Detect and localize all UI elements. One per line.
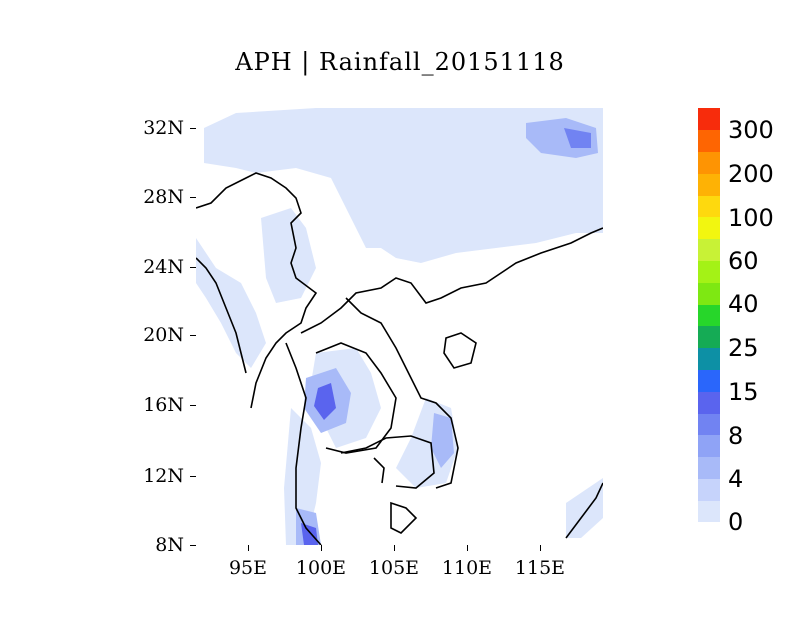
x-tick-label: 115E [514, 557, 566, 579]
colorbar-label: 100 [728, 204, 774, 232]
colorbar-swatch [698, 456, 720, 479]
colorbar-label: 200 [728, 160, 774, 188]
colorbar-swatch [698, 238, 720, 262]
map-plot-area [196, 108, 603, 545]
y-tick-label: 16N [143, 394, 184, 416]
x-tick-label: 110E [441, 557, 493, 579]
y-tick-28n [190, 197, 196, 198]
x-tick-label: 95E [228, 557, 268, 579]
colorbar-swatch [698, 413, 720, 436]
colorbar-label: 15 [728, 378, 759, 406]
y-tick-32n [190, 128, 196, 129]
rainfall-map [196, 108, 603, 545]
x-tick-95e [248, 545, 249, 551]
rain-region-myanmar-inland [261, 208, 316, 303]
rain-region-south-channel [284, 408, 321, 545]
colorbar-label: 25 [728, 334, 759, 362]
rain-region-vietnam-moderate [431, 413, 454, 468]
colorbar-swatch [698, 391, 720, 414]
coastline-lines [196, 172, 603, 545]
x-tick-105e [394, 545, 395, 551]
rain-region-se-corner [566, 478, 603, 538]
y-tick-label: 20N [143, 324, 184, 346]
rain-region-north [204, 108, 603, 263]
colorbar-swatch [698, 347, 720, 370]
y-tick-label: 12N [143, 465, 184, 487]
colorbar-swatch [698, 282, 720, 305]
y-tick-label: 24N [143, 256, 184, 278]
colorbar-label: 8 [728, 422, 744, 450]
x-tick-label: 105E [368, 557, 420, 579]
rain-region-south-heavy [301, 523, 318, 545]
colorbar-swatch [698, 260, 720, 283]
colorbar-swatch [698, 173, 720, 196]
colorbar-swatch [698, 500, 720, 523]
map-title: APH | Rainfall_20151118 [235, 48, 565, 76]
colorbar-swatch [698, 195, 720, 218]
y-tick-8n [190, 545, 196, 546]
x-tick-115e [540, 545, 541, 551]
y-tick-20n [190, 335, 196, 336]
colorbar-swatch [698, 478, 720, 501]
y-tick-24n [190, 267, 196, 268]
rain-region-ne-heavy [564, 128, 591, 148]
x-tick-100e [321, 545, 322, 551]
colorbar-swatch [698, 369, 720, 392]
y-tick-12n [190, 476, 196, 477]
colorbar-swatch [698, 216, 720, 240]
y-tick-label: 8N [155, 534, 184, 556]
colorbar-label: 60 [728, 247, 759, 275]
colorbar-swatch [698, 434, 720, 458]
colorbar-label: 40 [728, 290, 759, 318]
colorbar-label: 300 [728, 116, 774, 144]
y-tick-label: 28N [143, 186, 184, 208]
x-tick-110e [467, 545, 468, 551]
y-tick-label: 32N [143, 117, 184, 139]
colorbar-swatch [698, 129, 720, 153]
colorbar-label: 4 [728, 465, 744, 493]
colorbar-swatch [698, 108, 720, 131]
x-tick-label: 100E [295, 557, 347, 579]
colorbar-swatch [698, 151, 720, 174]
y-tick-16n [190, 405, 196, 406]
colorbar-label: 0 [728, 508, 744, 536]
colorbar-swatch [698, 304, 720, 327]
colorbar-swatch [698, 325, 720, 349]
rain-region-central-heavy [314, 383, 336, 420]
rain-region-west-coast [196, 238, 266, 368]
